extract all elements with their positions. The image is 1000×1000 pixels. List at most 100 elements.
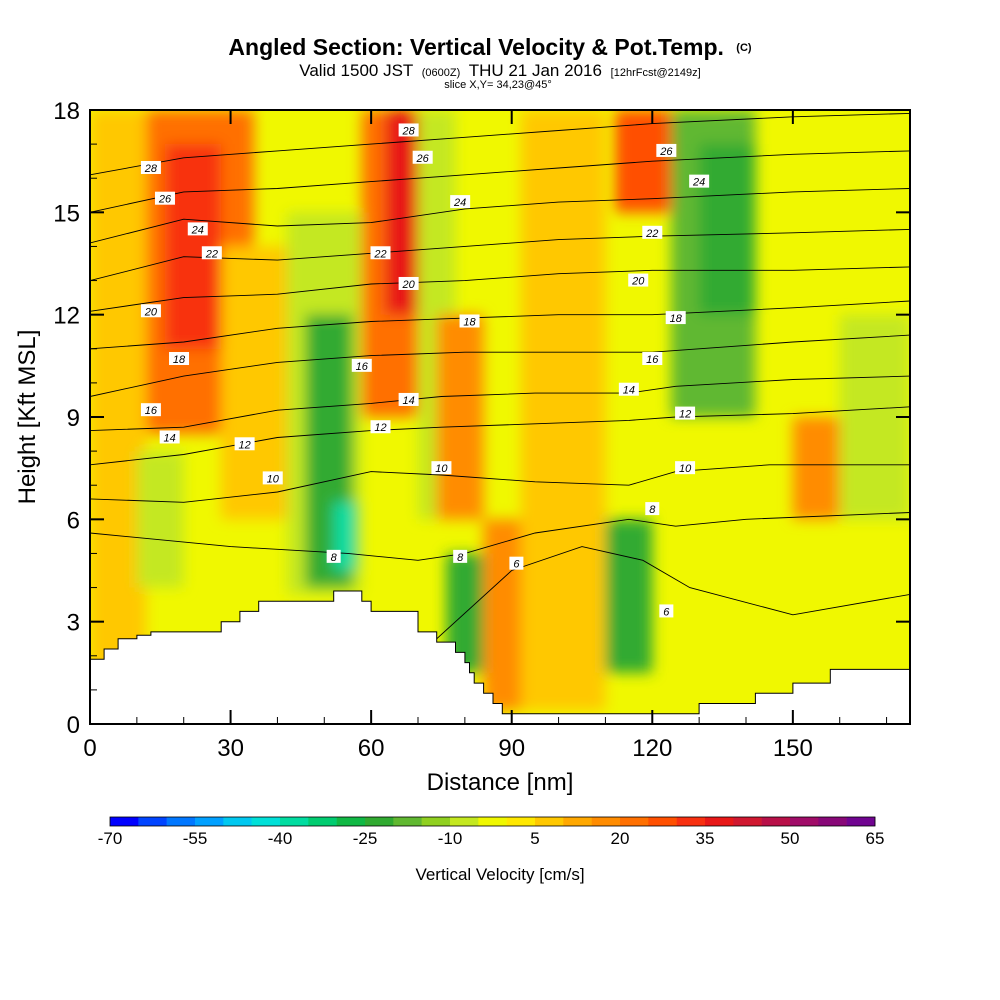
title-suffix: (C) <box>736 42 752 54</box>
contour-label-box <box>234 437 255 451</box>
theta-contour-line <box>90 150 910 213</box>
velocity-cell <box>483 519 522 711</box>
contour-label-text: 14 <box>403 395 415 407</box>
contour-label: 26 <box>154 191 175 206</box>
velocity-cell <box>136 451 184 588</box>
contour-label: 12 <box>675 406 696 421</box>
contour-label-box <box>453 549 468 563</box>
contour-label: 16 <box>351 358 372 373</box>
colorbar-label: -70 <box>98 829 123 848</box>
contour-label: 12 <box>370 420 391 434</box>
contour-label-box <box>169 352 190 366</box>
y-tick-label: 6 <box>67 507 80 534</box>
velocity-cell <box>605 519 653 673</box>
contour-label-text: 22 <box>645 228 658 240</box>
contour-label: 26 <box>656 143 677 158</box>
contour-label-text: 6 <box>513 559 520 571</box>
contour-label-text: 24 <box>191 224 204 236</box>
x-tick-label: 60 <box>358 735 385 762</box>
colorbar-title: Vertical Velocity [cm/s] <box>415 865 584 884</box>
contour-label-box <box>509 556 524 570</box>
colorbar-swatch <box>591 817 621 826</box>
colorbar-swatch <box>365 817 394 826</box>
contour-label: 22 <box>642 225 663 240</box>
contour-label-text: 26 <box>416 153 430 165</box>
contour-label-box <box>201 246 222 260</box>
colorbar-swatch <box>421 817 451 826</box>
contour-label: 18 <box>665 311 686 325</box>
contour-label: 14 <box>159 430 180 444</box>
contour-label: 10 <box>262 471 283 485</box>
contour-label: 6 <box>509 556 524 571</box>
colorbar-label: -55 <box>183 829 208 848</box>
colorbar-swatch <box>166 817 196 826</box>
contour-label-box <box>689 174 710 188</box>
contour-label-text: 14 <box>164 432 176 444</box>
contour-label-box <box>351 358 372 372</box>
contour-label-box <box>398 276 419 290</box>
contour-label-box <box>262 471 283 485</box>
colorbar-label: -40 <box>268 829 293 848</box>
theta-contour-line <box>90 512 910 561</box>
colorbar-swatch <box>761 817 791 826</box>
contour-label: 10 <box>431 461 452 475</box>
contour-label-box <box>187 222 208 236</box>
y-axis-label: Height [Kft MSL] <box>14 330 41 505</box>
y-axis: 0 3 6 9 12 15 18 <box>53 98 910 739</box>
velocity-cell <box>699 144 756 315</box>
terrain-mask <box>90 590 910 724</box>
contour-label: 24 <box>450 195 471 209</box>
contour-label-text: 28 <box>144 163 158 175</box>
y-tick-label: 18 <box>53 98 80 125</box>
contour-label-text: 12 <box>374 422 386 434</box>
theta-contour-line <box>90 266 910 312</box>
contour-label-text: 28 <box>402 125 416 137</box>
contour-label: 14 <box>618 382 639 397</box>
colorbar-swatch <box>478 817 507 826</box>
contour-label-text: 16 <box>356 361 369 373</box>
contour-label-text: 26 <box>659 146 673 158</box>
contour-label-box <box>140 304 161 318</box>
contour-label: 22 <box>370 246 391 260</box>
contour-label-text: 8 <box>457 552 464 564</box>
contour-label-box <box>665 311 686 325</box>
x-tick-label: 150 <box>773 735 813 762</box>
colorbar-swatch <box>846 817 876 826</box>
contour-label-text: 10 <box>435 463 448 475</box>
theta-contour-line <box>90 188 910 244</box>
contour-label: 20 <box>140 304 161 318</box>
contour-label-text: 14 <box>623 385 635 397</box>
contour-label-box <box>431 461 452 475</box>
contour-label: 18 <box>459 314 480 328</box>
contour-label-text: 22 <box>373 248 386 260</box>
contour-label-text: 8 <box>649 504 656 516</box>
velocity-field <box>90 110 910 724</box>
theta-contour-line <box>90 464 910 503</box>
colorbar-swatch <box>648 817 677 826</box>
contour-label-box <box>645 502 660 516</box>
y-tick-label: 12 <box>53 303 80 330</box>
contour-label-text: 20 <box>144 306 158 318</box>
colorbar-swatch <box>506 817 536 826</box>
contour-label-text: 26 <box>158 194 172 206</box>
contour-label-box <box>326 549 341 563</box>
x-axis: 0 30 60 90 120 150 <box>83 110 888 762</box>
contour-label-text: 20 <box>631 276 645 288</box>
subtitle-valid: Valid 1500 JST <box>299 61 413 80</box>
contour-label-box <box>412 150 433 164</box>
y-tick-label: 0 <box>67 712 80 739</box>
subtitle-forecast: [12hrFcst@2149z] <box>611 67 701 79</box>
contour-label-text: 16 <box>646 354 659 366</box>
colorbar-label: 5 <box>530 829 539 848</box>
x-tick-label: 30 <box>217 735 244 762</box>
velocity-cell <box>521 110 606 711</box>
colorbar-label: 35 <box>696 829 715 848</box>
contour-label-box <box>370 246 391 260</box>
contour-label-box <box>642 352 663 366</box>
contour-label-text: 22 <box>205 248 218 260</box>
contour-label: 8 <box>645 502 660 516</box>
contour-label-box <box>675 461 696 475</box>
colorbar-swatch <box>676 817 706 826</box>
contour-label-box <box>154 191 175 205</box>
